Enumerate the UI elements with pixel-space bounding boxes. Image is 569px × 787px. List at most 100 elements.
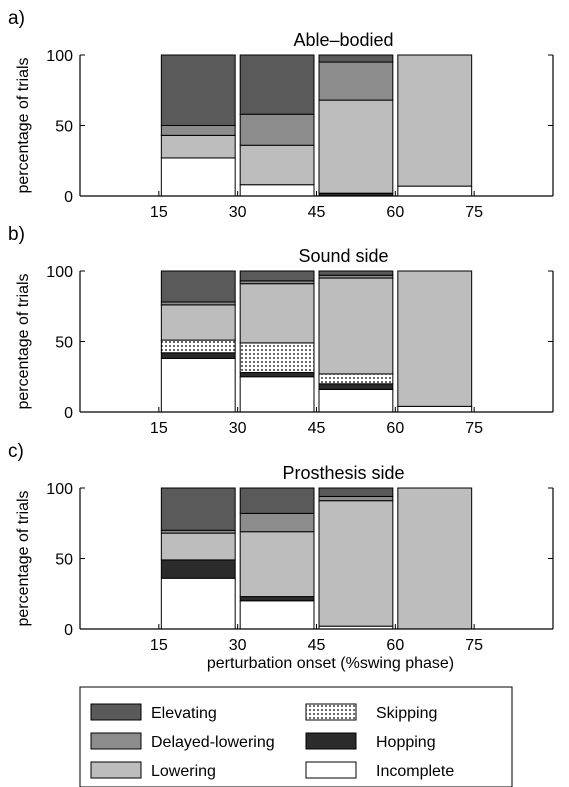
bar-segment-elevating xyxy=(239,487,315,514)
bar-group-30-45 xyxy=(239,270,315,413)
bar-segment-elevating xyxy=(160,54,236,126)
bar-group-60-75 xyxy=(397,54,473,197)
x-tick-label: 30 xyxy=(229,637,247,654)
bar-segment-delayed-lowering xyxy=(239,512,315,533)
bar-segment-lowering xyxy=(160,304,236,341)
bar-segment-hopping xyxy=(160,559,236,579)
bar-group-15-30 xyxy=(160,270,236,413)
chart-title: Prosthesis side xyxy=(282,463,404,483)
chart-panel-2: b) Sound side 0 50 100 15 30 45 60 75 percentage o… xyxy=(8,224,554,437)
bar-segment-elevating xyxy=(239,54,315,115)
x-tick-label: 75 xyxy=(465,204,483,221)
bar-segment-delayed-lowering xyxy=(318,495,394,502)
bar-segment-elevating xyxy=(318,487,394,497)
bar-segment-skipping xyxy=(239,342,315,374)
bar-segment-hopping xyxy=(318,383,394,390)
bar-segment-lowering xyxy=(239,283,315,344)
x-tick-label: 30 xyxy=(229,420,247,437)
bar-group-45-60 xyxy=(318,487,394,630)
y-tick-label: 0 xyxy=(64,405,73,422)
x-tick-label: 45 xyxy=(308,637,326,654)
legend-item-hopping: Hopping xyxy=(305,732,436,751)
y-tick-label: 0 xyxy=(64,189,73,206)
chart-title: Able–bodied xyxy=(293,30,393,50)
bar-segment-incomplete xyxy=(160,357,236,413)
legend-label: Hopping xyxy=(376,734,436,751)
bar-segment-lowering xyxy=(239,531,315,598)
y-tick-label: 100 xyxy=(46,264,73,281)
panel-label: a) xyxy=(8,8,25,29)
bar-segment-incomplete xyxy=(397,185,473,197)
bar-segment-delayed-lowering xyxy=(318,61,394,101)
bar-segment-incomplete xyxy=(160,577,236,630)
bar-segment-lowering xyxy=(397,487,473,630)
bar-segment-lowering xyxy=(397,270,473,407)
legend-box xyxy=(79,686,513,787)
bar-segment-delayed-lowering xyxy=(160,125,236,136)
legend-swatch xyxy=(90,761,142,779)
bar-segment-elevating xyxy=(318,270,394,276)
y-axis-label: percentage of trials xyxy=(15,273,32,409)
y-axis-label: percentage of trials xyxy=(15,57,32,193)
legend-item-lowering: Lowering xyxy=(90,761,216,780)
x-tick-label: 15 xyxy=(150,204,168,221)
y-tick-label: 100 xyxy=(46,48,73,65)
bar-segment-elevating xyxy=(239,270,315,282)
bar-segment-skipping xyxy=(318,373,394,385)
chart-panel-1: a) Able–bodied 0 50 100 15 30 45 60 75 percentage … xyxy=(8,8,554,221)
bar-group-60-75 xyxy=(397,270,473,413)
bar-segment-skipping xyxy=(160,339,236,354)
x-tick-label: 60 xyxy=(386,637,404,654)
legend-item-delayed-lowering: Delayed-lowering xyxy=(90,732,275,751)
chart-title: Sound side xyxy=(298,246,388,266)
legend-swatch xyxy=(90,732,142,750)
bar-group-15-30 xyxy=(160,54,236,197)
bar-segment-lowering xyxy=(318,277,394,375)
bar-group-30-45 xyxy=(239,54,315,197)
x-tick-label: 45 xyxy=(308,204,326,221)
x-tick-label: 15 xyxy=(150,637,168,654)
bar-segment-incomplete xyxy=(160,157,236,197)
legend-label: Incomplete xyxy=(376,763,454,780)
y-tick-label: 0 xyxy=(64,622,73,639)
y-tick-label: 50 xyxy=(55,335,73,352)
legend-item-skipping: Skipping xyxy=(305,703,437,722)
x-tick-label: 60 xyxy=(386,420,404,437)
chart-panels: a) Able–bodied 0 50 100 15 30 45 60 75 percentage … xyxy=(8,8,554,672)
bar-group-15-30 xyxy=(160,487,236,630)
bar-segment-incomplete xyxy=(239,376,315,413)
x-tick-label: 75 xyxy=(465,637,483,654)
bar-segment-elevating xyxy=(160,487,236,531)
legend-swatch xyxy=(305,761,357,779)
x-axis-label: perturbation onset (%swing phase) xyxy=(207,655,454,672)
legend-swatch xyxy=(90,703,142,721)
bar-segment-elevating xyxy=(318,54,394,63)
bar-segment-incomplete xyxy=(397,405,473,413)
bar-segment-lowering xyxy=(318,500,394,627)
legend-label: Skipping xyxy=(376,705,437,722)
legend: Elevating Skipping Delayed-lowering Hopping… xyxy=(79,686,513,787)
bar-group-45-60 xyxy=(318,270,394,413)
y-tick-label: 50 xyxy=(55,552,73,569)
bar-segment-lowering xyxy=(397,54,473,187)
legend-swatch xyxy=(305,732,357,750)
x-tick-label: 60 xyxy=(386,204,404,221)
bar-segment-incomplete xyxy=(318,388,394,413)
y-tick-label: 50 xyxy=(55,119,73,136)
bar-segment-hopping xyxy=(239,596,315,602)
x-tick-label: 30 xyxy=(229,204,247,221)
chart-panel-3: c) Prosthesis side 0 50 100 15 30 45 60 75 percent… xyxy=(8,441,554,672)
y-tick-label: 100 xyxy=(46,481,73,498)
legend-label: Delayed-lowering xyxy=(151,734,275,751)
x-tick-label: 45 xyxy=(308,420,326,437)
bar-segment-incomplete xyxy=(239,184,315,197)
bar-segment-lowering xyxy=(318,99,394,194)
legend-label: Lowering xyxy=(151,763,216,780)
x-tick-label: 75 xyxy=(465,420,483,437)
x-tick-label: 15 xyxy=(150,420,168,437)
legend-item-elevating: Elevating xyxy=(90,703,217,722)
bar-segment-hopping xyxy=(160,352,236,359)
legend-swatch xyxy=(305,703,357,721)
bar-segment-elevating xyxy=(160,270,236,303)
